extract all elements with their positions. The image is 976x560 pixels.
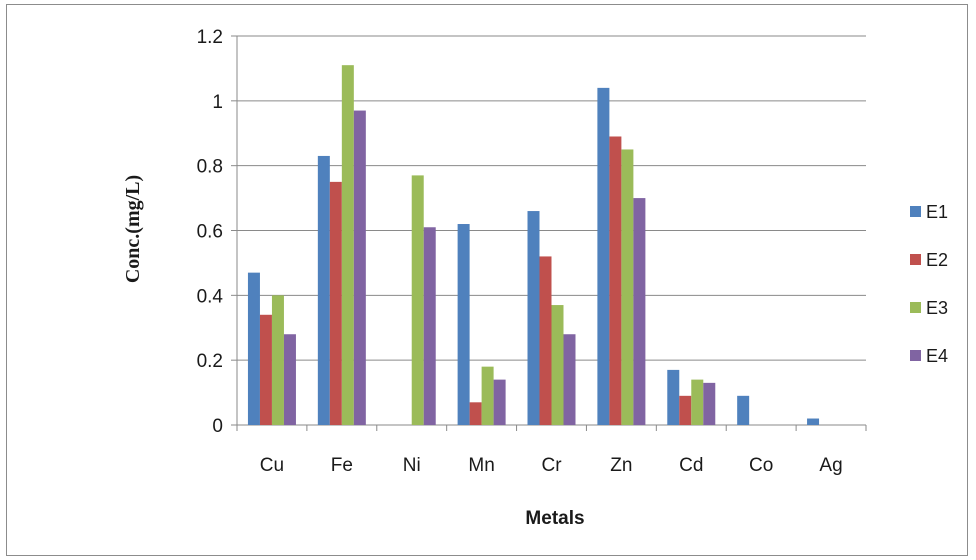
bar-e1-fe xyxy=(317,155,330,426)
legend-swatch-e3 xyxy=(910,302,921,313)
y-tick-label: 0.8 xyxy=(197,157,223,178)
bar-e4-fe xyxy=(353,110,366,425)
bar-e3-ni xyxy=(411,175,424,425)
y-tick-label: 0.6 xyxy=(197,222,223,243)
bar-e1-zn xyxy=(597,87,610,425)
bar-e3-zn xyxy=(621,149,634,426)
x-tick-label: Fe xyxy=(331,455,353,476)
bar-e1-ag xyxy=(807,418,820,425)
y-tick-label: 0.4 xyxy=(197,286,224,307)
x-tick-label: Cu xyxy=(260,455,284,476)
legend-label-e2: E2 xyxy=(926,250,948,270)
legend-swatch-e2 xyxy=(910,254,921,265)
bar-e3-cd xyxy=(691,379,704,425)
bar-e1-cu xyxy=(247,272,260,425)
x-tick-label: Mn xyxy=(468,455,494,476)
x-tick-label: Cd xyxy=(679,455,703,476)
bar-e4-cd xyxy=(703,382,716,425)
y-tick-label: 1.2 xyxy=(197,27,223,48)
legend-swatch-e4 xyxy=(910,350,921,361)
x-tick-label: Ag xyxy=(819,455,842,476)
bar-e3-cr xyxy=(551,305,564,425)
x-axis-title: Metals xyxy=(525,508,584,529)
legend-label-e1: E1 xyxy=(926,202,948,222)
bar-e3-fe xyxy=(341,65,354,426)
bar-e2-cd xyxy=(679,395,692,425)
y-tick-label: 0.2 xyxy=(197,351,223,372)
chart-frame xyxy=(6,4,968,556)
y-tick-labels: 0 0.2 0.4 0.6 0.8 1 1.2 xyxy=(197,27,224,437)
legend-swatch-e1 xyxy=(910,206,921,217)
x-tick-label: Ni xyxy=(403,455,421,476)
bar-e1-co xyxy=(737,395,750,425)
bar-e1-cd xyxy=(667,369,680,425)
bar-e4-zn xyxy=(633,198,646,425)
legend-label-e4: E4 xyxy=(926,346,948,366)
bar-e2-cu xyxy=(259,314,272,425)
x-tick-label: Cr xyxy=(541,455,562,476)
legend: E1 E2 E3 E4 xyxy=(910,202,948,366)
bar-e2-zn xyxy=(609,136,622,425)
bar-e1-cr xyxy=(527,211,540,425)
x-tick-label: Co xyxy=(749,455,773,476)
bar-e4-ni xyxy=(423,227,436,425)
bar-e2-cr xyxy=(539,256,552,425)
bar-e1-mn xyxy=(457,224,470,425)
y-axis-title: Conc.(mg/L) xyxy=(122,175,144,283)
legend-label-e3: E3 xyxy=(926,298,948,318)
bars xyxy=(247,65,820,426)
bar-e2-fe xyxy=(329,181,342,425)
bar-e2-mn xyxy=(469,402,482,425)
bar-e3-cu xyxy=(271,295,284,425)
bar-e3-mn xyxy=(481,366,494,425)
y-tick-label: 1 xyxy=(212,92,223,113)
x-tick-labels: Cu Fe Ni Mn Cr Zn Cd Co Ag xyxy=(260,455,843,476)
bar-e4-cr xyxy=(563,334,576,425)
x-tick-label: Zn xyxy=(610,455,632,476)
y-tick-label: 0 xyxy=(212,416,223,437)
bar-e4-cu xyxy=(283,334,296,425)
bar-e4-mn xyxy=(493,379,506,425)
